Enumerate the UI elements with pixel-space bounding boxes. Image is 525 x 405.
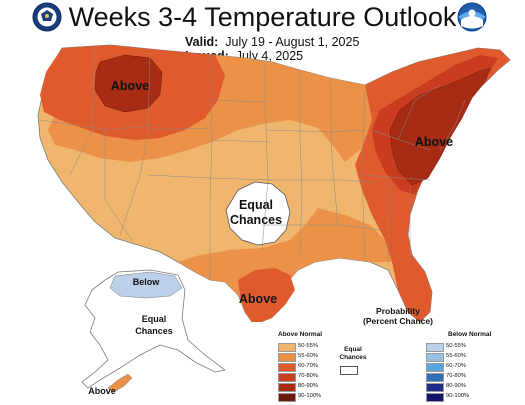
legend-below-header: Below Normal xyxy=(448,331,492,338)
above-swatch-5 xyxy=(278,393,296,402)
above-label-2: 60-70% xyxy=(298,363,318,369)
label-equal-alaska-1: Equal xyxy=(142,314,167,324)
legend-subtitle: (Percent Chance) xyxy=(363,316,433,326)
below-label-0: 50-55% xyxy=(446,343,466,349)
equal-chances-area xyxy=(225,181,291,246)
below-swatch-4 xyxy=(426,383,444,392)
label-above-alaska: Above xyxy=(88,386,116,396)
noaa-logo-icon xyxy=(457,2,487,32)
label-equal-alaska-2: Chances xyxy=(135,326,173,336)
label-equal-center-2: Chances xyxy=(230,213,282,227)
below-swatch-3 xyxy=(426,373,444,382)
legend-equal-label: Equal Chances xyxy=(336,346,370,362)
legend-above-header: Above Normal xyxy=(278,331,323,338)
probability-legend: Probability (Percent Chance) Above Norma… xyxy=(278,306,518,402)
above-swatch-2 xyxy=(278,363,296,372)
above-label-4: 80-90% xyxy=(298,383,318,389)
label-above-northwest: Above xyxy=(111,79,149,93)
label-below-alaska: Below xyxy=(133,277,161,287)
zone-80-90-northwest xyxy=(94,54,163,113)
zone-60-70-texas xyxy=(238,268,295,322)
legend-equal-1: Equal xyxy=(344,346,362,353)
below-label-3: 70-80% xyxy=(446,373,466,379)
above-swatch-0 xyxy=(278,343,296,352)
legend-equal-2: Chances xyxy=(339,354,367,361)
label-above-northeast: Above xyxy=(415,135,453,149)
alaska-below-area xyxy=(109,271,183,299)
above-swatch-1 xyxy=(278,353,296,362)
valid-value: July 19 - August 1, 2025 xyxy=(225,35,360,49)
above-label-1: 55-60% xyxy=(298,353,318,359)
label-above-texas: Above xyxy=(239,292,277,306)
label-equal-center-1: Equal xyxy=(239,198,273,212)
legend-title: Probability xyxy=(376,306,420,316)
zone-55-60-texas xyxy=(178,208,392,322)
commerce-seal-icon xyxy=(32,2,62,32)
below-swatch-0 xyxy=(426,343,444,352)
above-label-0: 50-55% xyxy=(298,343,318,349)
valid-dates: Valid: July 19 - August 1, 2025 xyxy=(185,35,359,49)
valid-label: Valid: xyxy=(185,35,219,49)
zone-80-90-northeast xyxy=(389,67,491,186)
below-swatch-1 xyxy=(426,353,444,362)
legend-equal-swatch xyxy=(340,366,358,375)
above-label-5: 90-100% xyxy=(298,393,322,399)
alaska-above-area xyxy=(107,373,133,393)
above-label-3: 70-80% xyxy=(298,373,318,379)
above-swatch-4 xyxy=(278,383,296,392)
below-label-2: 60-70% xyxy=(446,363,466,369)
below-label-5: 90-100% xyxy=(446,393,470,399)
below-label-1: 55-60% xyxy=(446,353,466,359)
below-swatch-5 xyxy=(426,393,444,402)
above-swatch-3 xyxy=(278,373,296,382)
state-borders xyxy=(39,44,466,280)
map-title: Weeks 3-4 Temperature Outlook xyxy=(68,2,457,32)
below-swatch-2 xyxy=(426,363,444,372)
alaska-landmass xyxy=(81,269,226,389)
below-label-4: 80-90% xyxy=(446,383,466,389)
